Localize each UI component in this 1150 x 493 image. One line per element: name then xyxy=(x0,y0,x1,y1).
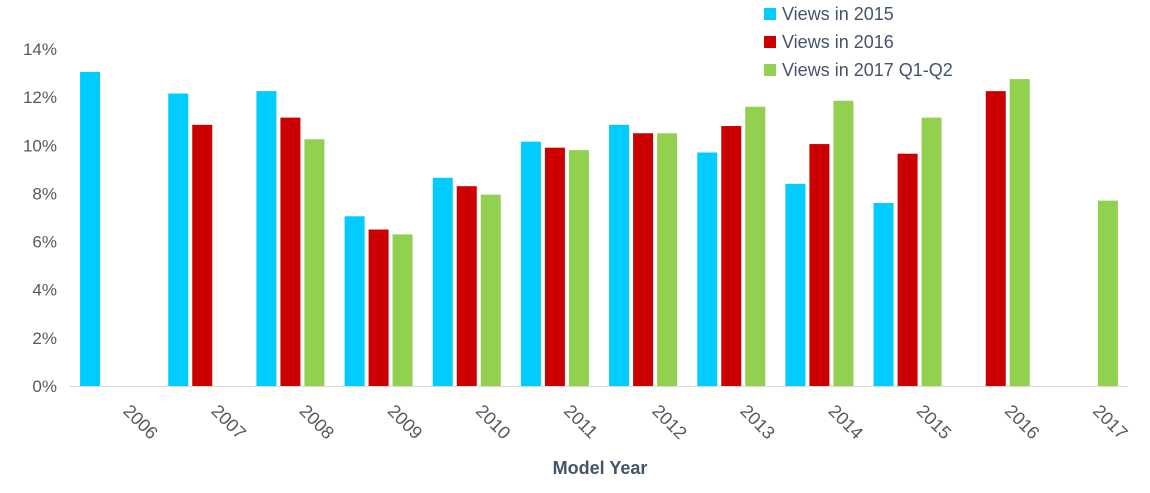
y-tick-label: 8% xyxy=(32,184,57,203)
bar-2007-series-2 xyxy=(192,124,213,386)
y-tick-label: 4% xyxy=(32,281,57,300)
legend-swatch xyxy=(764,8,776,20)
legend-swatch xyxy=(764,36,776,48)
bar-2014-series-2 xyxy=(809,144,830,386)
x-axis: 2006 2007 2008 2009 2010 2011 2012 2013 2014 2015… xyxy=(119,401,1131,443)
x-tick-label: 2017 xyxy=(1089,401,1131,443)
x-tick-label: 2006 xyxy=(119,401,161,443)
bar-2016-series-2 xyxy=(985,91,1006,386)
bar-2016-series-3 xyxy=(1009,79,1030,386)
bar-2010-series-2 xyxy=(456,186,477,386)
bars xyxy=(80,71,1118,387)
y-tick-label: 14% xyxy=(23,40,57,59)
bar-2012-series-3 xyxy=(657,133,678,386)
y-tick-label: 12% xyxy=(23,88,57,107)
x-tick-label: 2016 xyxy=(1001,401,1043,443)
bar-2011-series-2 xyxy=(544,147,565,386)
bar-2008-series-2 xyxy=(280,117,301,386)
y-axis: 0% 2% 4% 6% 8% 10% 12% 14% xyxy=(23,40,57,396)
bar-2014-series-3 xyxy=(833,100,854,386)
bar-2013-series-1 xyxy=(697,152,718,386)
x-tick-label: 2011 xyxy=(560,401,602,443)
bar-2013-series-2 xyxy=(721,126,742,387)
x-tick-label: 2010 xyxy=(472,401,514,443)
bar-2010-series-3 xyxy=(480,194,501,386)
x-tick-label: 2012 xyxy=(648,401,690,443)
x-tick-label: 2015 xyxy=(913,401,955,443)
bar-2015-series-2 xyxy=(897,153,918,386)
bar-2011-series-3 xyxy=(568,150,589,386)
bar-2017-series-3 xyxy=(1097,200,1118,386)
x-axis-title: Model Year xyxy=(553,458,648,478)
bar-2015-series-1 xyxy=(873,203,894,386)
bar-2014-series-1 xyxy=(785,183,806,386)
x-tick-label: 2008 xyxy=(296,401,338,443)
bar-2009-series-1 xyxy=(344,216,365,386)
x-tick-label: 2009 xyxy=(384,401,426,443)
bar-2012-series-2 xyxy=(633,133,654,386)
bar-2010-series-1 xyxy=(432,177,453,386)
bar-2011-series-1 xyxy=(520,141,541,386)
legend-label: Views in 2017 Q1-Q2 xyxy=(782,60,953,80)
bar-2008-series-3 xyxy=(304,139,325,386)
bar-2006-series-1 xyxy=(80,71,101,386)
y-tick-label: 6% xyxy=(32,233,57,252)
legend-swatch xyxy=(764,64,776,76)
y-tick-label: 0% xyxy=(32,377,57,396)
bar-2013-series-3 xyxy=(745,106,766,387)
bar-2012-series-1 xyxy=(609,124,630,386)
legend-label: Views in 2015 xyxy=(782,4,894,24)
legend: Views in 2015 Views in 2016 Views in 2017 … xyxy=(764,4,953,80)
bar-2007-series-1 xyxy=(168,93,189,387)
x-tick-label: 2014 xyxy=(825,401,867,443)
y-tick-label: 10% xyxy=(23,136,57,155)
bar-2009-series-3 xyxy=(392,234,413,386)
y-tick-label: 2% xyxy=(32,329,57,348)
bar-2009-series-2 xyxy=(368,229,389,386)
x-tick-label: 2007 xyxy=(207,401,249,443)
x-tick-label: 2013 xyxy=(736,401,778,443)
bar-2008-series-1 xyxy=(256,91,277,386)
bar-2015-series-3 xyxy=(921,117,942,386)
legend-label: Views in 2016 xyxy=(782,32,894,52)
